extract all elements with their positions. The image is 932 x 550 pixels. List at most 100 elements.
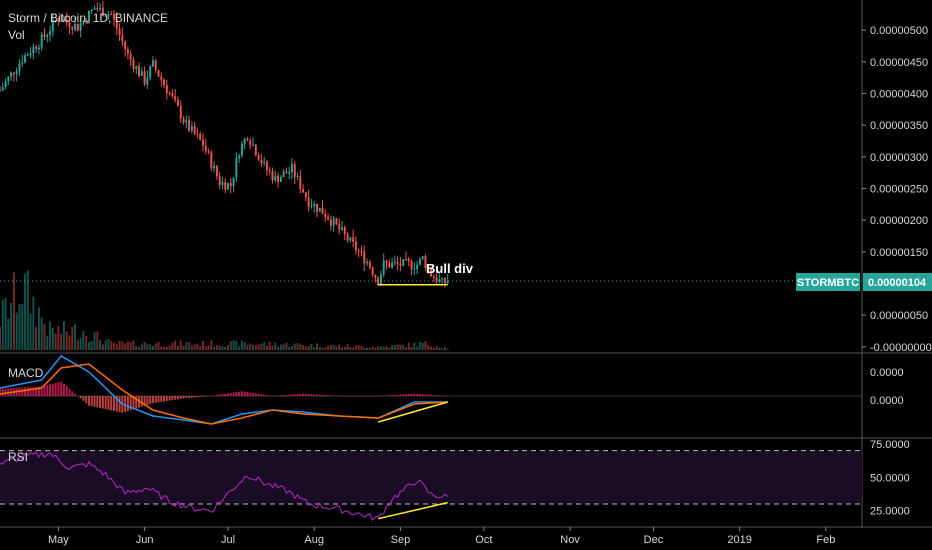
bull-div-annotation[interactable]: Bull div	[426, 261, 474, 276]
candle-body	[0, 90, 1, 92]
macd-histogram-bar	[349, 396, 352, 397]
candle-body	[368, 261, 371, 268]
macd-histogram-bar	[193, 396, 196, 398]
candle-body	[160, 76, 163, 80]
macd-histogram-bar	[396, 394, 399, 396]
candle-body	[360, 251, 363, 253]
volume-bar	[132, 340, 135, 350]
volume-bar	[221, 346, 224, 350]
candle-body	[168, 92, 171, 94]
volume-bar	[154, 343, 157, 350]
volume-bar	[435, 346, 438, 350]
candle-body	[176, 99, 179, 106]
volume-bar	[379, 346, 382, 350]
volume-bar	[118, 340, 121, 350]
volume-bar	[418, 342, 421, 350]
volume-bar	[110, 340, 113, 350]
macd-histogram-bar	[393, 394, 396, 396]
volume-bar	[207, 345, 210, 350]
macd-histogram-bar	[101, 396, 104, 409]
candle-body	[74, 23, 77, 30]
volume-bar	[227, 344, 229, 350]
macd-histogram-bar	[235, 392, 238, 396]
candle-body	[165, 85, 168, 93]
macd-histogram-bar	[282, 395, 285, 396]
volume-bar	[99, 340, 102, 350]
volume-bar	[151, 345, 154, 350]
candle-body	[7, 76, 10, 82]
candle-body	[49, 31, 52, 35]
volume-bar	[441, 348, 444, 350]
candle-body	[43, 34, 46, 37]
macd-histogram-bar	[49, 384, 52, 396]
candle-body	[318, 207, 321, 212]
candle-body	[113, 14, 115, 20]
candle-body	[388, 262, 391, 268]
volume-bar	[146, 344, 149, 350]
candle-body	[293, 164, 296, 178]
macd-histogram-bar	[435, 395, 438, 396]
macd-histogram-bar	[407, 393, 410, 396]
rsi-tick-label: 75.0000	[870, 439, 910, 451]
volume-bar	[4, 298, 7, 350]
time-tick-label: Jun	[136, 534, 154, 546]
volume-bar	[393, 345, 396, 350]
macd-histogram-bar	[57, 382, 60, 396]
volume-bar	[438, 347, 441, 350]
candle-body	[338, 224, 341, 230]
volume-bar	[176, 345, 179, 350]
volume-bar	[0, 326, 1, 350]
volume-bar	[271, 345, 274, 350]
macd-histogram-bar	[368, 396, 371, 397]
volume-bar	[443, 347, 446, 350]
macd-histogram-bar	[265, 395, 268, 396]
candle-body	[182, 118, 185, 123]
macd-histogram-bar	[399, 394, 402, 396]
volume-bar	[430, 346, 432, 350]
volume-bar	[310, 343, 313, 350]
macd-histogram-bar	[382, 395, 385, 397]
candle-body	[304, 192, 307, 198]
candle-body	[321, 207, 324, 215]
time-tick-label: Dec	[644, 534, 664, 546]
macd-histogram-bar	[346, 396, 349, 397]
price-axis[interactable]: 0.00000500 0.00000450 0.00000400 0.00000350…	[862, 25, 932, 518]
price-tick-label: 0.00000400	[870, 89, 928, 101]
macd-histogram-bar	[143, 396, 146, 406]
volume-bar	[138, 346, 141, 350]
candle-body	[118, 28, 121, 35]
candle-body	[62, 19, 65, 22]
volume-bar	[366, 347, 369, 350]
volume-bar	[391, 344, 394, 350]
volume-bar	[10, 302, 13, 350]
volume-bar	[213, 346, 216, 350]
volume-bar	[257, 344, 260, 350]
price-badge[interactable]: STORMBTC 0.00000104	[796, 273, 932, 291]
volume-bar	[7, 318, 10, 350]
macd-histogram-bar	[388, 395, 391, 396]
candle-body	[288, 171, 291, 174]
volume-bar	[218, 345, 221, 350]
volume-bar	[51, 328, 54, 350]
volume-bar	[410, 346, 413, 350]
macd-histogram-bar	[215, 395, 218, 396]
macd-histogram-bar	[118, 396, 121, 413]
volume-bar	[88, 342, 90, 350]
macd-histogram-bar	[318, 394, 321, 396]
volume-bar	[338, 344, 341, 350]
time-axis[interactable]: May Jun Jul Aug Sep Oct Nov Dec 2019 Feb	[48, 527, 835, 546]
candle-body	[399, 263, 402, 266]
macd-histogram-bar	[188, 396, 191, 398]
macd-histogram-bar	[182, 396, 185, 399]
candle-body	[199, 134, 202, 140]
candle-body	[254, 144, 257, 156]
candle-body	[101, 7, 104, 16]
volume-bar	[49, 321, 52, 350]
candle-body	[18, 63, 21, 71]
macd-histogram-bar	[190, 396, 193, 398]
macd-histogram-bar	[26, 387, 29, 396]
volume-bar	[90, 341, 93, 350]
macd-histogram-bar	[168, 396, 171, 401]
macd-histogram-bar	[74, 393, 77, 396]
